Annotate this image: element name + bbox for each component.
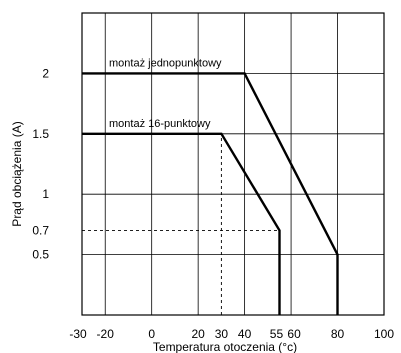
series-labels: montaż jednopunktowy montaż 16-punktowy <box>109 57 222 129</box>
x-tick-label: 55 <box>270 327 284 341</box>
x-tick-label: -20 <box>97 327 115 341</box>
x-tick-label: -30 <box>69 327 87 341</box>
plot-frame <box>81 12 385 316</box>
x-tick-label: 20 <box>191 327 205 341</box>
series-line-2 <box>82 132 281 315</box>
x-tick-label: 80 <box>331 327 345 341</box>
x-tick-labels: -30 -20 0 20 30 40 55 60 80 100 <box>69 327 394 341</box>
y-axis-label: Prąd obciążenia (A) <box>10 121 24 226</box>
y-tick-labels: 0.5 0.7 1 1.5 2 <box>32 66 49 261</box>
y-tick-label: 1.5 <box>32 127 49 141</box>
series-line-1 <box>82 72 339 315</box>
series-label-2: montaż 16-punktowy <box>109 118 211 130</box>
x-tick-label: 60 <box>287 327 301 341</box>
y-tick-label: 1 <box>42 187 49 201</box>
x-tick-label: 0 <box>148 327 155 341</box>
y-tick-label: 2 <box>42 66 49 80</box>
x-tick-label: 30 <box>215 327 229 341</box>
y-tick-label: 0.7 <box>32 223 49 237</box>
x-tick-label: 100 <box>374 327 394 341</box>
series-lines <box>82 72 339 315</box>
series-label-1: montaż jednopunktowy <box>109 57 222 69</box>
reference-lines <box>82 133 280 315</box>
x-tick-label: 40 <box>238 327 252 341</box>
x-axis-label: Temperatura otoczenia (°c) <box>153 340 297 353</box>
y-tick-label: 0.5 <box>32 248 49 262</box>
